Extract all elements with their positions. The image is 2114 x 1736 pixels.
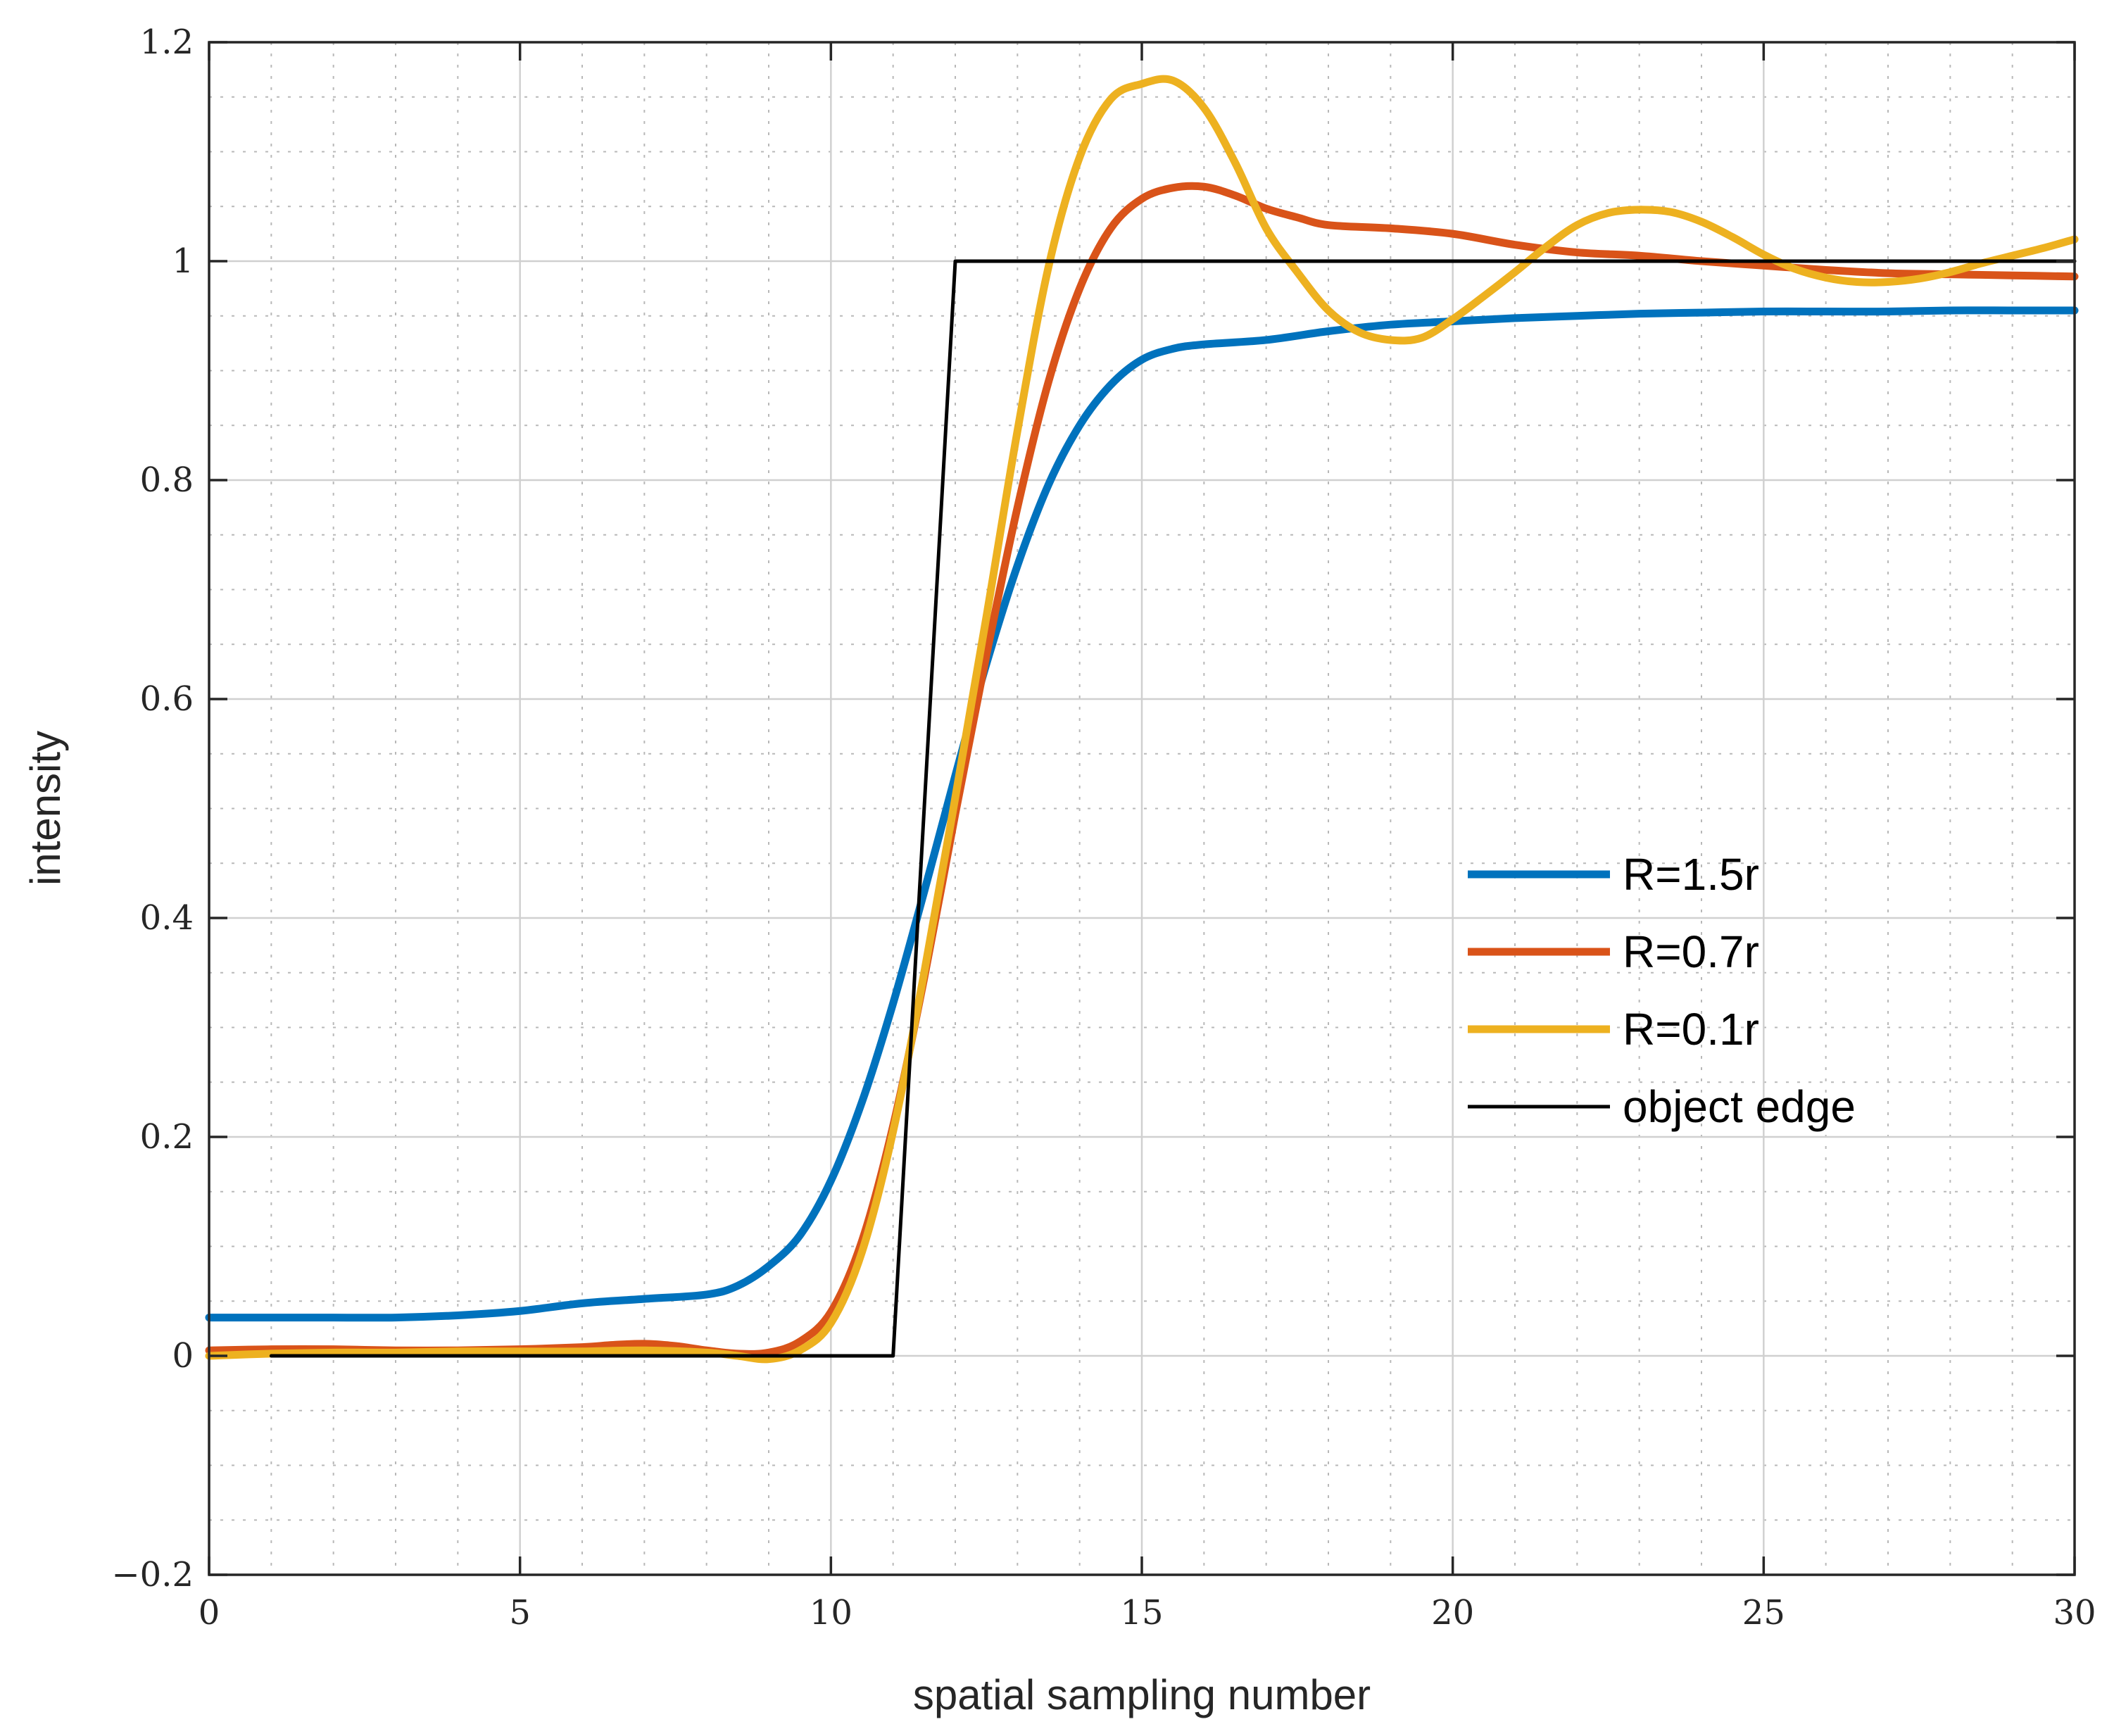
y-tick-label: −0.2 (111, 1555, 194, 1595)
legend-label-3: R=0.1r (1623, 1004, 1759, 1055)
legend-label-4: object edge (1623, 1081, 1856, 1132)
y-tick-label: 0.6 (140, 679, 194, 719)
x-tick-label: 10 (810, 1593, 852, 1633)
x-tick-label: 5 (509, 1593, 531, 1633)
series-line-1 (205, 306, 2079, 1322)
legend: R=1.5r R=0.7r R=0.1r object edge (1468, 849, 1856, 1132)
x-axis-label: spatial sampling number (913, 1671, 1371, 1718)
y-tick-label: 1 (172, 241, 194, 281)
x-tick-label: 30 (2053, 1593, 2096, 1633)
series-line-4 (269, 259, 2077, 1358)
y-tick-label: 0.4 (140, 898, 194, 938)
legend-label-1: R=1.5r (1623, 849, 1759, 900)
y-tick-label: 0.8 (140, 460, 194, 500)
plot-area (205, 41, 2079, 1576)
series-line-2 (205, 182, 2079, 1358)
tick-labels: 0 5 10 15 20 25 30−0.200.20.40.60.811.2 (111, 23, 2096, 1633)
x-tick-label: 0 (199, 1593, 220, 1633)
x-tick-label: 15 (1120, 1593, 1163, 1633)
series-line-3 (205, 75, 2079, 1364)
x-tick-label: 25 (1742, 1593, 1785, 1633)
y-tick-label: 1.2 (140, 23, 194, 62)
axis-ticks (208, 41, 2076, 1576)
x-tick-label: 20 (1431, 1593, 1474, 1633)
y-axis-label: intensity (22, 731, 69, 886)
y-tick-label: 0 (172, 1336, 194, 1376)
legend-label-2: R=0.7r (1623, 926, 1759, 977)
y-tick-label: 0.2 (140, 1117, 194, 1157)
series-layer (205, 75, 2079, 1364)
